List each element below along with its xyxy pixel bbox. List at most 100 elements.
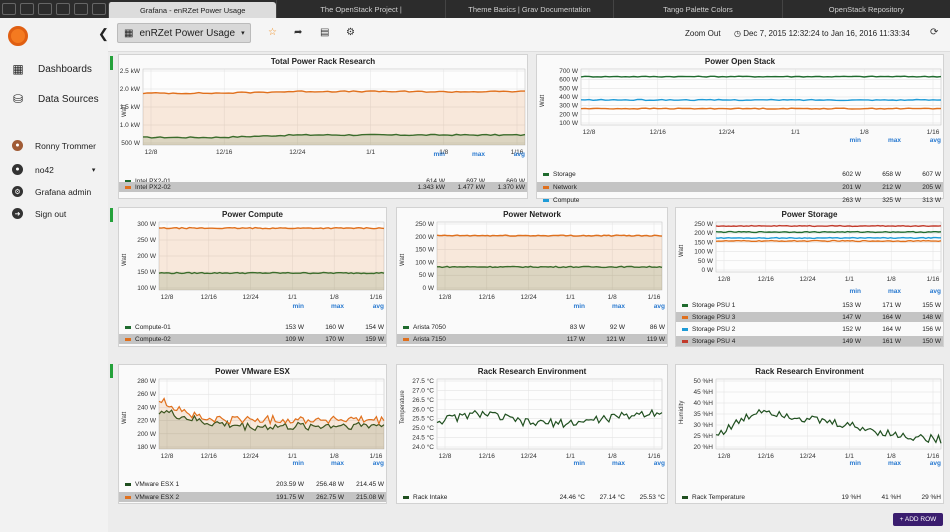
panel-graph[interactable]: 2.5 kW 2.0 kW 1.5 kW 1.0 kW 500 W 12/8 12/16 12… [119,55,529,159]
dashboard-picker[interactable]: ▦ enRZet Power Usage ▾ [117,23,251,43]
series-line[interactable] [580,98,942,102]
legend-header-avg[interactable]: avg [513,151,525,158]
panel[interactable]: Rack Research Environment 50 %H 45 %H 40 %H… [675,364,944,504]
legend-header-avg[interactable]: avg [372,460,384,467]
row-collapse-marker[interactable] [110,364,113,378]
series-line[interactable] [580,107,942,110]
legend-header-min[interactable]: min [849,137,861,144]
browser-nav-button[interactable] [38,3,52,15]
series-line[interactable] [715,239,942,243]
legend-header-max[interactable]: max [887,288,901,295]
panel-graph[interactable]: 27.5 °C27.0 °C 26.5 °C26.0 °C 25.5 °C25.0 … [397,365,669,463]
legend-header-max[interactable]: max [611,460,625,467]
browser-tab[interactable]: The OpenStack Project | [276,0,444,18]
panel-title[interactable]: Power Network [503,210,561,219]
sidebar-item-datasources[interactable]: ⛁ Data Sources [10,92,99,106]
add-row-button[interactable]: + ADD ROW [893,513,943,526]
legend-row[interactable]: VMware ESX 2 191.75 W 262.75 W 215.08 W [119,492,386,502]
legend-header-min[interactable]: min [292,303,304,310]
legend-row[interactable]: Storage PSU 3 147 W 164 W 148 W [676,312,943,322]
legend-row[interactable]: Intel PX2-01 614 W 697 W 669 W [119,176,527,186]
panel-title[interactable]: Rack Research Environment [755,367,864,376]
panel-title[interactable]: Rack Research Environment [477,367,587,376]
legend-row[interactable]: Arista 7150 117 W 121 W 119 W [397,334,667,344]
legend-row[interactable]: Compute 263 W 325 W 313 W [537,195,943,205]
series-line[interactable] [580,75,942,78]
series-line[interactable] [158,226,385,230]
legend-row[interactable]: Storage 602 W 658 W 607 W [537,169,943,179]
browser-tab[interactable]: Tango Palette Colors [613,0,781,18]
refresh-icon[interactable]: ⟳ [930,27,939,38]
legend-row[interactable]: Rack Temperature 19 %H 41 %H 29 %H [676,492,943,502]
browser-tab[interactable]: Theme Basics | Grav Documentation [444,0,613,18]
panel-title[interactable]: Power Compute [222,210,283,219]
zoom-out-button[interactable]: Zoom Out [685,29,721,38]
panel-title[interactable]: Power VMware ESX [215,367,290,376]
legend-header-avg[interactable]: avg [929,288,941,295]
back-chevron-icon[interactable]: ❮ [98,26,109,41]
browser-nav-button[interactable] [56,3,70,15]
browser-tab[interactable]: Grafana - enRZet Power Usage [108,2,277,18]
series-line[interactable] [158,409,385,432]
legend-header-max[interactable]: max [330,460,344,467]
legend-header-min[interactable]: min [433,151,445,158]
legend-row[interactable]: Storage PSU 1 153 W 171 W 155 W [676,300,943,310]
series-line[interactable] [158,397,385,426]
sidebar-item-dashboards[interactable]: ▦ Dashboards [10,62,92,76]
browser-tab[interactable]: OpenStack Repository [781,0,950,18]
series-line[interactable] [715,236,941,240]
panel-graph[interactable]: 50 %H 45 %H 40 %H 35 %H 30 %H 25 %H 20 %H 12/8 1… [676,365,945,463]
browser-nav-button[interactable] [92,3,106,15]
legend-header-max[interactable]: max [330,303,344,310]
legend-header-max[interactable]: max [887,137,901,144]
grafana-logo-icon[interactable] [8,26,28,46]
panel[interactable]: Power Open Stack 700 W 600 W 500 W 400 W 300 … [536,54,945,204]
legend-header-avg[interactable]: avg [372,303,384,310]
legend-header-max[interactable]: max [471,151,485,158]
star-icon[interactable]: ☆ [268,27,277,38]
legend-header-min[interactable]: min [292,460,304,467]
legend-header-avg[interactable]: avg [929,137,941,144]
series-line[interactable] [715,408,942,444]
legend-row[interactable]: Storage PSU 4 149 W 161 W 150 W [676,336,943,346]
row-collapse-marker[interactable] [110,56,113,70]
time-range-picker[interactable]: ◷ Dec 7, 2015 12:32:24 to Jan 16, 2016 1… [734,29,910,38]
series-line[interactable] [158,271,385,275]
panel[interactable]: Power Storage 250 W 200 W 150 W 100 W 50 W 0 W… [675,207,944,347]
legend-header-min[interactable]: min [573,460,585,467]
legend-row[interactable]: Network 201 W 212 W 205 W [537,182,943,192]
series-line[interactable] [143,133,526,139]
legend-row[interactable]: Arista 7050 83 W 92 W 86 W [397,322,667,332]
gear-icon[interactable]: ⚙ [346,27,355,38]
legend-header-max[interactable]: max [611,303,625,310]
legend-header-min[interactable]: min [849,288,861,295]
sidebar-user[interactable]: ● Ronny Trommer [12,140,96,151]
legend-header-avg[interactable]: avg [653,303,665,310]
legend-row[interactable]: VMware ESX 1 203.59 W 256.48 W 214.45 W [119,479,386,489]
panel-graph[interactable]: 250 W 200 W 150 W 100 W 50 W 0 W 12/8 12/16 12/2… [397,208,669,304]
series-line[interactable] [715,224,942,228]
legend-header-min[interactable]: min [573,303,585,310]
panel-graph[interactable]: 300 W 250 W 200 W 150 W 100 W 12/8 12/16 12/24 1… [119,208,388,304]
row-collapse-marker[interactable] [110,208,113,222]
browser-nav-button[interactable] [2,3,16,15]
panel[interactable]: Rack Research Environment 27.5 °C 27.0 °C 2… [396,364,668,504]
sidebar-item-signout[interactable]: ➜ Sign out [12,208,66,219]
panel[interactable]: Total Power Rack Research 2.5 kW 2.0 kW 1.5… [118,54,528,199]
panel[interactable]: Power Network 250 W 200 W 150 W 100 W 50 W 0 W… [396,207,668,347]
sidebar-org-switcher[interactable]: ● no42 ▾ [12,164,95,175]
legend-header-avg[interactable]: avg [653,460,665,467]
series-line[interactable] [436,408,663,429]
panel[interactable]: Power VMware ESX 280 W 260 W 240 W 220 W 200 … [118,364,387,504]
legend-row[interactable]: Rack Intake 24.46 °C 27.14 °C 25.53 °C [397,492,667,502]
share-icon[interactable]: ➦ [294,27,303,38]
legend-header-max[interactable]: max [887,460,901,467]
panel-title[interactable]: Power Open Stack [704,57,776,66]
panel-title[interactable]: Total Power Rack Research [270,57,376,66]
save-icon[interactable]: ▤ [320,27,330,38]
legend-row[interactable]: Compute-02 109 W 170 W 159 W [119,334,386,344]
panel-graph[interactable]: 280 W 260 W 240 W 220 W 200 W 180 W 12/8 12/16 1… [119,365,388,463]
series-line[interactable] [436,265,663,269]
panel-graph[interactable]: 250 W 200 W 150 W 100 W 50 W 0 W 12/8 12/16 12/2… [676,208,945,286]
